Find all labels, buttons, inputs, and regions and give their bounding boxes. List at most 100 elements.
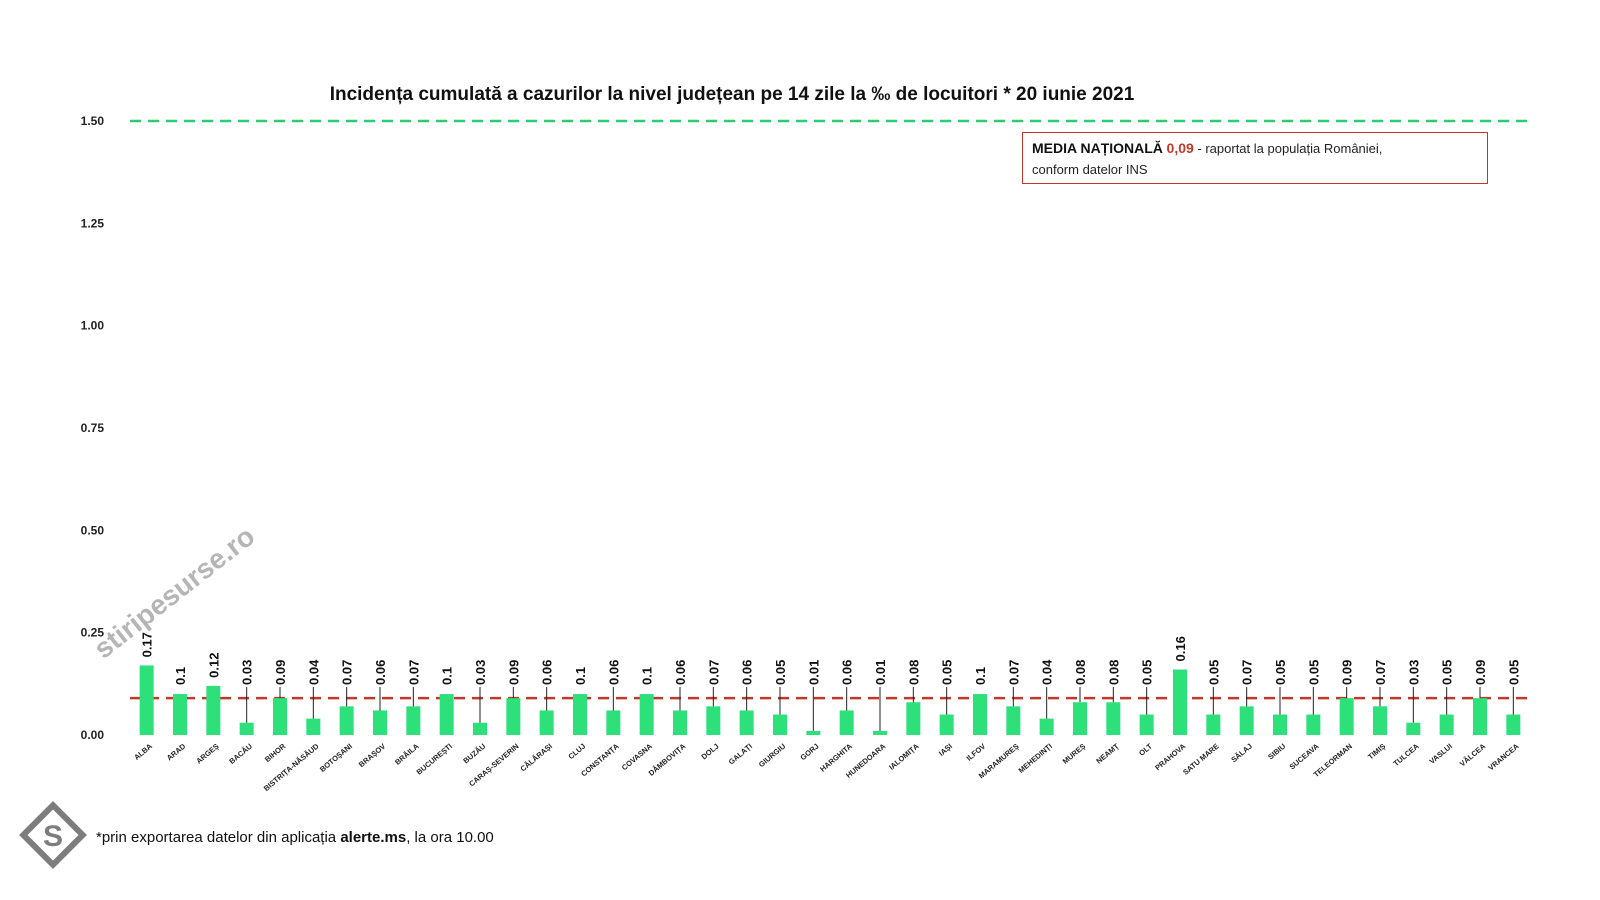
bar (1273, 714, 1287, 735)
data-label: 0.05 (940, 660, 955, 685)
y-axis: 0.00 0.25 0.50 0.75 1.00 1.25 1.50 (81, 114, 105, 742)
x-tick-label: CLUJ (566, 742, 587, 761)
bar (639, 694, 654, 735)
y-tick-label: 1.50 (81, 114, 105, 128)
bar (1373, 706, 1387, 735)
legend-value: 0,09 (1166, 140, 1194, 156)
data-label: 0.07 (706, 660, 721, 685)
bar (1506, 714, 1521, 735)
footnote-suffix: , la ora 10.00 (406, 829, 494, 846)
x-tick-label: SIBIU (1266, 742, 1287, 762)
x-tick-label: SĂLAJ (1229, 742, 1254, 765)
bar (906, 702, 921, 735)
data-label: 0.04 (1040, 659, 1055, 685)
bars (139, 665, 1521, 735)
data-label: 0.1 (573, 667, 588, 685)
data-label: 0.03 (473, 660, 488, 685)
data-label: 0.1 (640, 667, 655, 685)
x-tick-label: TULCEA (1392, 741, 1422, 768)
data-label: 0.05 (1440, 660, 1455, 685)
bar (1239, 706, 1254, 735)
data-label: 0.08 (1106, 660, 1121, 685)
x-tick-label: IAȘI (937, 742, 954, 758)
bar (573, 694, 587, 735)
svg-text:S: S (43, 820, 63, 853)
data-label: 0.1 (173, 667, 188, 685)
bar (1173, 669, 1187, 735)
x-tick-label: VRANCEA (1486, 741, 1521, 772)
x-tick-label: BUCUREȘTI (415, 742, 454, 777)
national-average-legend: MEDIA NAȚIONALĂ 0,09 - raportat la popul… (1022, 132, 1488, 184)
y-tick-label: 0.75 (81, 421, 105, 435)
x-tick-label: DOLJ (700, 742, 721, 762)
data-label: 0.06 (606, 660, 621, 685)
footnote-bold: alerte.ms (340, 829, 406, 846)
data-label: 0.06 (840, 660, 855, 685)
bar (139, 665, 154, 735)
bar (873, 730, 887, 735)
data-label: 0.05 (773, 660, 788, 685)
data-label: 0.09 (506, 660, 521, 685)
data-label: 0.12 (206, 653, 221, 678)
stiripesurse-logo-icon: S (19, 801, 87, 869)
data-label: 0.03 (240, 660, 255, 685)
y-tick-label: 0.00 (81, 728, 105, 742)
bar (739, 710, 754, 735)
y-tick-label: 0.50 (81, 523, 105, 537)
bar (373, 710, 387, 735)
y-tick-label: 1.25 (81, 216, 105, 230)
bar (339, 706, 354, 735)
data-labels: 0.17 0.1 0.12 0.03 0.09 0.04 0.07 0.06 0.07 0.1 0.… (140, 632, 1521, 731)
data-label: 0.08 (906, 660, 921, 685)
data-label: 0.05 (1506, 660, 1521, 685)
bar (1139, 714, 1154, 735)
bar (1039, 718, 1054, 735)
data-label: 0.01 (806, 660, 821, 685)
data-label: 0.06 (540, 660, 555, 685)
data-label: 0.07 (1240, 660, 1255, 685)
data-label: 0.09 (1340, 660, 1355, 685)
x-tick-label: GIURGIU (757, 742, 787, 770)
data-label: 0.09 (273, 660, 288, 685)
x-axis: ALBA ARAD ARGEȘ BACĂU BIHORBISTRIȚA-NĂSĂUDBO… (132, 741, 1521, 793)
data-label: 0.17 (140, 632, 155, 657)
bar (506, 698, 521, 735)
data-label: 0.01 (873, 660, 888, 685)
bar (1106, 702, 1121, 735)
footnote-prefix: *prin exportarea datelor din aplicația (96, 829, 340, 846)
x-tick-label: BISTRIȚA-NĂSĂUD (262, 741, 321, 793)
x-tick-label: CĂLĂRAȘI (518, 742, 553, 774)
data-label: 0.16 (1173, 636, 1188, 661)
y-tick-label: 1.00 (81, 319, 105, 333)
data-label: 0.04 (306, 659, 321, 685)
reference-lines (130, 119, 1530, 700)
data-label: 0.05 (1306, 660, 1321, 685)
bar (539, 710, 554, 735)
data-label: 0.05 (1140, 660, 1155, 685)
x-tick-label: BOTOȘANI (318, 742, 354, 774)
bar (973, 694, 987, 735)
x-tick-label: BUZĂU (461, 742, 487, 766)
x-tick-label: GORJ (799, 742, 821, 763)
data-label: 0.07 (340, 660, 355, 685)
x-tick-label: GALAȚI (727, 742, 754, 767)
bar (473, 722, 487, 735)
data-label: 0.05 (1206, 660, 1221, 685)
bar (673, 710, 687, 735)
x-tick-label: ALBA (132, 741, 154, 762)
x-tick-label: VÂLCEA (1458, 741, 1488, 768)
legend-title: MEDIA NAȚIONALĂ (1032, 140, 1163, 156)
x-tick-label: BRAȘOV (357, 742, 387, 770)
bar (773, 714, 787, 735)
bar (273, 698, 287, 735)
data-label: 0.06 (673, 660, 688, 685)
x-tick-label: VASLUI (1428, 742, 1454, 766)
bar (1473, 698, 1487, 735)
y-tick-label: 0.25 (81, 626, 105, 640)
x-tick-label: BACĂU (227, 742, 254, 766)
bar (239, 722, 254, 735)
x-tick-label: DÂMBOVIȚA (647, 741, 688, 777)
bar (173, 694, 187, 735)
bar (706, 706, 721, 735)
